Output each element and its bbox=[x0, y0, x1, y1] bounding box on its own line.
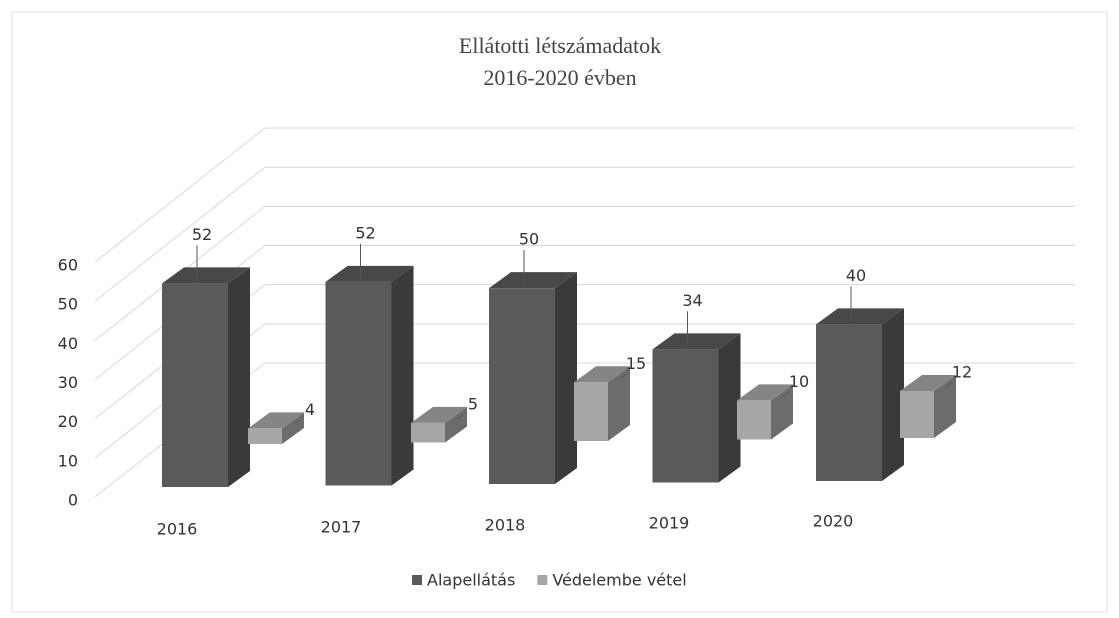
x-tick-label: 2019 bbox=[649, 514, 690, 533]
grid-line bbox=[94, 205, 1075, 341]
bar-top bbox=[162, 267, 250, 284]
bar bbox=[162, 283, 228, 487]
x-tick-label: 2020 bbox=[813, 512, 854, 531]
data-label: 5 bbox=[468, 394, 478, 413]
bar-top bbox=[816, 308, 904, 325]
x-tick-label: 2017 bbox=[321, 518, 362, 537]
leader-line bbox=[619, 373, 627, 379]
bar-top bbox=[248, 412, 304, 429]
leader-line bbox=[782, 391, 790, 397]
leader-line bbox=[293, 419, 301, 425]
bar-side bbox=[282, 412, 304, 444]
bar-side bbox=[228, 267, 250, 487]
grid-line bbox=[94, 284, 1075, 420]
bar bbox=[652, 349, 719, 483]
data-label: 40 bbox=[846, 266, 866, 285]
bar-top bbox=[900, 375, 956, 391]
data-label: 15 bbox=[626, 354, 646, 373]
y-tick-label: 50 bbox=[58, 295, 78, 314]
legend-swatch bbox=[412, 575, 422, 585]
y-tick-label: 60 bbox=[58, 256, 78, 275]
bar bbox=[816, 324, 882, 481]
y-tick-label: 30 bbox=[58, 373, 78, 392]
bar-side bbox=[608, 366, 630, 441]
y-tick-label: 10 bbox=[58, 451, 78, 470]
data-label: 52 bbox=[355, 223, 375, 242]
legend-label: Alapellátás bbox=[427, 571, 515, 590]
bar-top bbox=[737, 384, 793, 401]
y-tick-label: 0 bbox=[68, 491, 78, 510]
bar-side bbox=[934, 375, 956, 438]
chart-title: Ellátotti létszámadatok bbox=[459, 33, 661, 58]
y-tick-label: 40 bbox=[58, 334, 78, 353]
bar bbox=[900, 391, 934, 438]
data-label: 12 bbox=[952, 363, 972, 382]
grid-line bbox=[94, 362, 1075, 498]
data-label: 4 bbox=[305, 400, 315, 419]
y-tick-label: 20 bbox=[58, 412, 78, 431]
x-tick-label: 2018 bbox=[485, 516, 526, 535]
grid-line bbox=[94, 166, 1075, 302]
grid-line bbox=[94, 127, 1075, 263]
data-label: 34 bbox=[682, 291, 702, 310]
leader-line bbox=[456, 414, 464, 420]
bar bbox=[574, 382, 608, 441]
legend-label: Védelembe vétel bbox=[552, 571, 686, 590]
bar-side bbox=[718, 333, 741, 483]
bar bbox=[489, 288, 555, 484]
bar-side bbox=[882, 308, 904, 481]
bar bbox=[411, 422, 445, 443]
bar bbox=[248, 428, 282, 444]
bar-side bbox=[771, 384, 793, 440]
bar bbox=[737, 400, 771, 440]
bar bbox=[325, 281, 392, 486]
x-tick-label: 2016 bbox=[157, 520, 198, 539]
bar-top bbox=[652, 333, 741, 350]
bar-top bbox=[411, 406, 467, 423]
leader-line bbox=[945, 382, 953, 388]
bar-side bbox=[555, 272, 577, 484]
bar-side bbox=[391, 265, 414, 486]
bar-top bbox=[489, 272, 577, 289]
bar-top bbox=[574, 366, 630, 383]
grid-line bbox=[94, 245, 1075, 380]
legend-swatch bbox=[537, 575, 548, 585]
data-label: 10 bbox=[789, 372, 809, 391]
bar-top bbox=[325, 265, 414, 282]
chart-subtitle: 2016-2020 évben bbox=[483, 65, 636, 90]
data-label: 52 bbox=[192, 225, 212, 244]
data-label: 50 bbox=[519, 230, 539, 249]
grid-line bbox=[94, 323, 1075, 459]
